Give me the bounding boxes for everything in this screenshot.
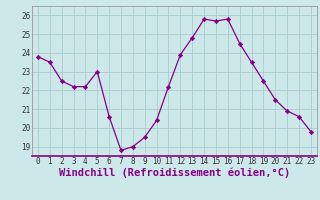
X-axis label: Windchill (Refroidissement éolien,°C): Windchill (Refroidissement éolien,°C) bbox=[59, 168, 290, 178]
